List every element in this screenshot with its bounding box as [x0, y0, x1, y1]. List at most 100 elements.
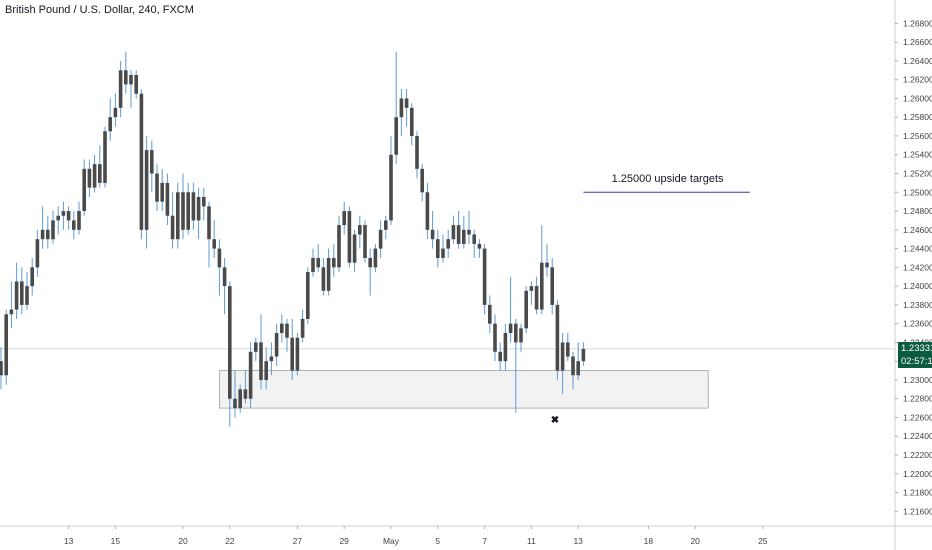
candle-body: [124, 70, 128, 85]
candle-body: [269, 356, 274, 362]
candle-body: [196, 196, 201, 221]
y-tick-label: 1.23000: [903, 375, 932, 385]
candle-body: [150, 150, 154, 174]
candle-body: [4, 314, 8, 376]
target-annotation-label: 1.25000 upside targets: [611, 173, 724, 186]
candle-body: [467, 229, 471, 235]
candle-body: [571, 356, 575, 376]
candle-body: [389, 154, 393, 221]
candle-body: [264, 361, 268, 380]
candle-body: [347, 211, 352, 263]
candle-body: [238, 389, 242, 409]
candle-body: [420, 168, 424, 193]
y-tick-label: 1.21800: [903, 488, 932, 498]
plot-background: [0, 0, 895, 526]
x-tick-label: 7: [482, 536, 487, 546]
x-tick-label: 18: [644, 536, 654, 546]
current-price-tag: 1.23331: [898, 341, 932, 355]
candle-body: [451, 225, 456, 240]
candle-body: [436, 239, 440, 258]
candle-body: [332, 257, 336, 268]
candle-body: [514, 323, 518, 343]
candle-body: [352, 234, 357, 263]
candle-body: [576, 361, 580, 376]
candle-body: [176, 192, 180, 240]
candle-body: [410, 107, 414, 136]
candle-body: [285, 323, 289, 338]
candle-body: [394, 117, 398, 155]
y-tick-label: 1.24400: [903, 244, 932, 254]
y-tick-label: 1.25000: [903, 187, 932, 197]
candle-body: [113, 107, 118, 118]
y-tick-label: 1.24800: [903, 206, 932, 216]
candle-body: [503, 333, 508, 362]
y-tick-label: 1.26200: [903, 75, 932, 85]
x-tick-label: 11: [527, 536, 536, 546]
candle-body: [9, 309, 14, 315]
candle-body: [534, 286, 539, 310]
candle-body: [56, 215, 60, 221]
candle-body: [134, 74, 138, 94]
candle-body: [14, 281, 19, 310]
candle-body: [98, 164, 102, 183]
x-tick-label: 29: [339, 536, 349, 546]
candle-body: [66, 211, 71, 221]
chart-title: British Pound / U.S. Dollar, 240, FXCM: [5, 4, 194, 16]
candle-body: [228, 286, 232, 399]
candle-body: [566, 342, 570, 357]
candle-body: [378, 229, 383, 249]
y-tick-label: 1.25400: [903, 150, 932, 160]
candle-body: [82, 168, 86, 212]
candle-body: [363, 225, 367, 258]
x-tick-label: 5: [435, 536, 440, 546]
candle-body: [477, 243, 482, 249]
y-tick-label: 1.22000: [903, 469, 932, 479]
candle-body: [430, 229, 435, 240]
x-marker-icon: ✖: [550, 415, 560, 427]
candle-body: [243, 389, 248, 399]
candle-body: [77, 211, 81, 230]
candle-body: [61, 211, 66, 216]
candle-body: [493, 323, 497, 352]
candle-body: [524, 290, 528, 329]
candle-body: [326, 257, 331, 291]
candle-body: [321, 267, 326, 291]
candle-body: [508, 323, 513, 334]
y-tick-label: 1.24600: [903, 225, 932, 235]
candle-body: [212, 239, 216, 249]
candle-body: [139, 93, 144, 230]
candle-body: [0, 361, 3, 376]
y-tick-label: 1.26600: [903, 37, 932, 47]
y-tick-label: 1.26800: [903, 18, 932, 28]
candle-body: [254, 342, 258, 352]
candle-body: [103, 131, 107, 183]
candle-body: [519, 328, 523, 343]
candle-body: [30, 267, 34, 287]
candle-body: [384, 220, 388, 230]
x-tick-label: 25: [758, 536, 768, 546]
candle-body: [295, 337, 300, 371]
candle-body: [368, 257, 372, 268]
candle-body: [217, 248, 222, 268]
x-tick-label: 27: [293, 536, 303, 546]
candle-body: [300, 318, 305, 338]
x-tick-label: 15: [111, 536, 121, 546]
y-tick-label: 1.24200: [903, 262, 932, 272]
x-tick-label: May: [383, 536, 400, 546]
candle-body: [529, 286, 534, 291]
candle-body: [358, 225, 362, 235]
candle-body: [446, 239, 450, 249]
candle-body: [441, 248, 445, 258]
candle-body: [415, 135, 419, 169]
candle-body: [20, 281, 24, 305]
y-tick-label: 1.25600: [903, 131, 932, 141]
candle-body: [186, 192, 190, 230]
candle-body: [191, 192, 196, 221]
y-tick-label: 1.22800: [903, 394, 932, 404]
candle-body: [337, 225, 341, 268]
candle-body: [274, 333, 279, 357]
candle-body: [46, 229, 50, 240]
candle-body: [550, 267, 554, 305]
